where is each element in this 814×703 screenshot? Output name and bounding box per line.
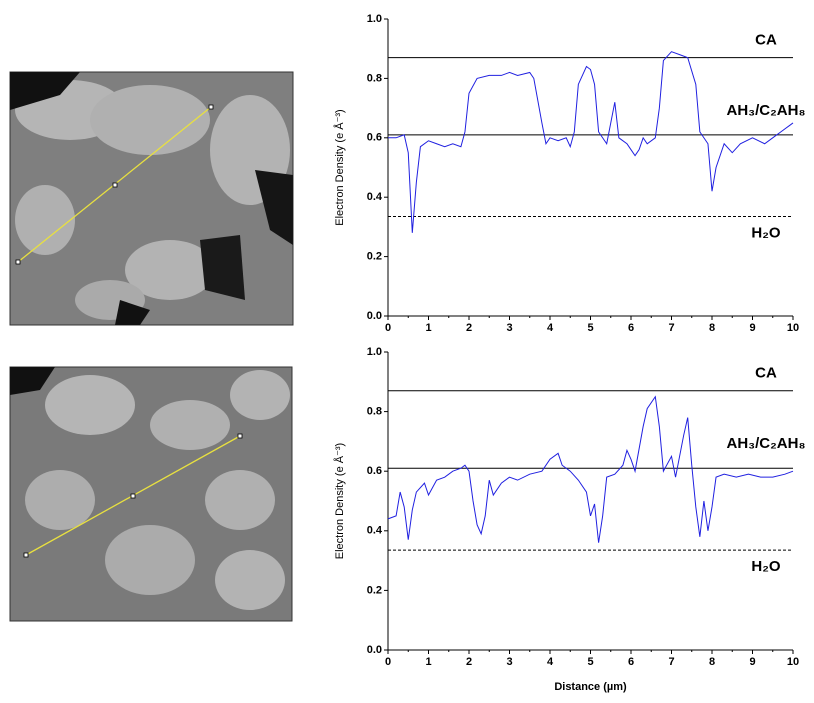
- x-tick-label: 8: [709, 656, 715, 668]
- x-tick-label: 8: [709, 322, 715, 334]
- reference-label: AH₃/C₂AH₈: [727, 102, 806, 119]
- x-tick-label: 10: [787, 322, 799, 334]
- x-tick-label: 0: [385, 322, 391, 334]
- x-tick-label: 7: [668, 656, 674, 668]
- micrograph-bottom: [9, 366, 293, 622]
- x-tick-label: 10: [787, 656, 799, 668]
- y-tick-label: 0.0: [367, 310, 382, 322]
- x-tick-label: 1: [425, 656, 431, 668]
- x-tick-label: 1: [425, 322, 431, 334]
- x-tick-label: 3: [506, 322, 512, 334]
- data-line: [387, 395, 794, 543]
- x-tick-label: 5: [587, 322, 593, 334]
- x-tick-label: 0: [385, 656, 391, 668]
- y-tick-label: 0.2: [367, 584, 382, 596]
- y-axis-label: Electron Density (e Å⁻³): [333, 443, 346, 559]
- x-tick-label: 5: [587, 656, 593, 668]
- x-tick-label: 6: [628, 656, 634, 668]
- micrograph-top: [9, 71, 294, 326]
- x-tick-label: 9: [749, 656, 755, 668]
- data-line: [388, 51, 794, 233]
- y-tick-label: 0.4: [367, 191, 383, 203]
- y-axis-label: Electron Density (e Å⁻³): [333, 109, 346, 225]
- reference-label: AH₃/C₂AH₈: [727, 435, 806, 452]
- x-tick-label: 9: [749, 322, 755, 334]
- x-tick-label: 2: [466, 656, 472, 668]
- y-tick-label: 0.0: [367, 644, 382, 656]
- x-tick-label: 6: [628, 322, 634, 334]
- y-tick-label: 0.8: [367, 406, 382, 418]
- x-tick-label: 4: [547, 656, 554, 668]
- x-tick-label: 2: [466, 322, 472, 334]
- reference-label: H₂O: [751, 558, 780, 575]
- y-tick-label: 1.0: [367, 346, 382, 358]
- x-tick-label: 4: [547, 322, 554, 334]
- y-tick-label: 0.6: [367, 465, 382, 477]
- reference-label: CA: [755, 32, 777, 49]
- y-tick-label: 0.2: [367, 251, 382, 263]
- reference-label: H₂O: [751, 224, 780, 241]
- y-tick-label: 0.8: [367, 72, 382, 84]
- y-tick-label: 1.0: [367, 13, 382, 25]
- reference-label: CA: [755, 365, 777, 382]
- x-tick-label: 3: [506, 656, 512, 668]
- y-tick-label: 0.4: [367, 525, 383, 537]
- x-axis-label: Distance (µm): [554, 681, 627, 693]
- x-tick-label: 7: [668, 322, 674, 334]
- y-tick-label: 0.6: [367, 132, 382, 144]
